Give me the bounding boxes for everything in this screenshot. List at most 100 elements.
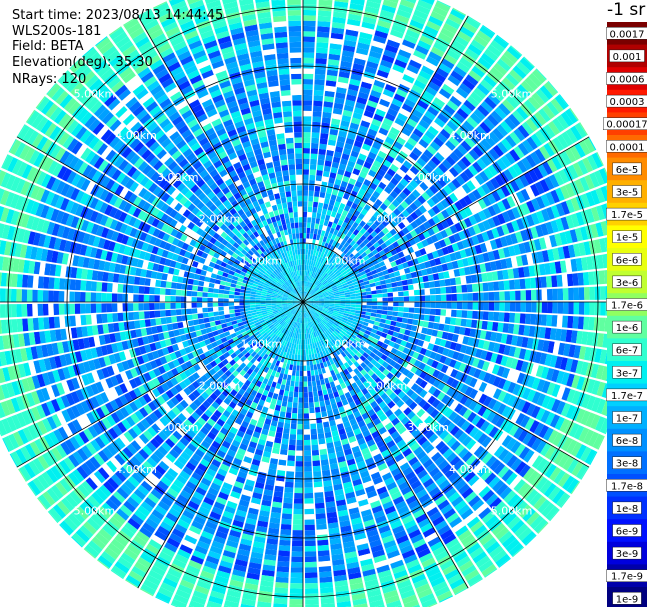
range-gate [374, 344, 382, 351]
range-gate [309, 238, 313, 245]
range-gate [437, 381, 446, 391]
range-gate [320, 597, 335, 605]
range-gate [276, 571, 289, 578]
range-gate [401, 146, 412, 156]
range-gate [430, 408, 440, 419]
range-gate [393, 343, 400, 350]
range-gate [440, 199, 450, 209]
range-gate [427, 125, 439, 136]
range-gate [448, 235, 457, 244]
range-gate [470, 177, 481, 188]
range-gate [432, 388, 442, 398]
range-gate [408, 401, 418, 411]
range-gate [341, 270, 348, 276]
range-gate [497, 270, 504, 280]
range-gate [357, 212, 365, 220]
range-gate [308, 397, 314, 403]
range-gate [318, 148, 326, 155]
ray [303, 0, 317, 302]
range-gate [303, 201, 308, 207]
range-gate [323, 293, 329, 297]
range-gate [477, 433, 488, 445]
range-gate [578, 140, 591, 156]
range-gate [469, 377, 478, 388]
range-gate [316, 529, 328, 536]
range-gate [423, 25, 439, 37]
range-gate [376, 293, 383, 298]
range-gate [303, 15, 316, 21]
range-gate [383, 198, 392, 207]
range-gate [312, 111, 322, 117]
range-gate [402, 368, 410, 377]
range-gate [308, 386, 313, 393]
range-gate [303, 105, 312, 111]
range-gate [312, 266, 317, 273]
range-gate [497, 390, 507, 402]
range-gate [491, 190, 501, 202]
range-gate [316, 212, 322, 219]
range-gate [551, 369, 560, 383]
range-gate [460, 276, 467, 285]
range-gate [452, 132, 464, 144]
range-gate [430, 10, 446, 22]
range-gate [380, 354, 388, 361]
range-gate [342, 175, 350, 183]
range-gate [467, 302, 473, 310]
range-gate [367, 275, 374, 281]
range-gate [323, 273, 328, 279]
range-gate [537, 339, 545, 351]
range-gate [294, 354, 298, 361]
range-gate [338, 339, 345, 346]
range-gate [547, 341, 555, 354]
range-gate [354, 252, 361, 259]
range-gate [531, 437, 543, 451]
range-gate [307, 305, 312, 309]
range-gate [420, 412, 430, 422]
range-gate [462, 120, 475, 132]
range-gate [417, 40, 432, 51]
range-gate [324, 300, 330, 302]
range-gate [367, 227, 374, 234]
range-gate [329, 172, 337, 179]
range-gate [367, 128, 378, 137]
range-gate [484, 423, 495, 435]
range-gate [316, 422, 323, 429]
range-gate [334, 302, 341, 304]
range-gate [402, 249, 410, 256]
range-gate [379, 98, 391, 108]
range-gate [483, 384, 493, 395]
range-gate [409, 357, 417, 365]
range-gate [573, 302, 580, 315]
range-gate [388, 272, 396, 278]
range-gate [366, 294, 372, 299]
range-gate [500, 155, 512, 168]
range-gate [456, 241, 465, 250]
range-gate [316, 274, 321, 280]
range-gate [318, 316, 323, 321]
range-gate [349, 233, 356, 240]
range-gate [295, 461, 303, 467]
range-gate [354, 345, 361, 352]
range-gate [329, 326, 335, 332]
range-gate [389, 220, 398, 228]
range-gate [412, 277, 419, 284]
range-gate [511, 220, 520, 232]
range-gate [504, 291, 511, 301]
range-gate [505, 357, 514, 368]
range-gate [354, 336, 361, 343]
range-gate [520, 361, 529, 373]
range-gate [510, 410, 521, 423]
range-gate [347, 160, 356, 168]
range-gate [509, 69, 523, 83]
range-gate [314, 74, 326, 80]
range-gate [443, 185, 453, 195]
range-gate [538, 108, 551, 123]
range-gate [414, 332, 421, 339]
range-gate [386, 194, 395, 203]
range-gate [388, 256, 395, 263]
range-gate [441, 263, 449, 272]
range-gate [505, 134, 517, 148]
range-gate [482, 340, 490, 351]
range-gate [434, 412, 444, 422]
range-gate [471, 319, 478, 329]
